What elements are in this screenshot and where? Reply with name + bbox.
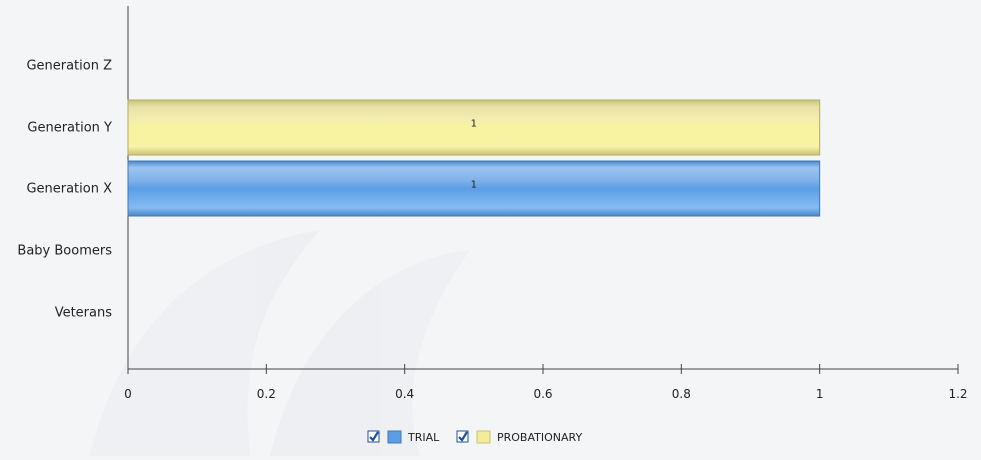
watermark-eagle — [90, 230, 470, 456]
category-label: Baby Boomers — [17, 244, 112, 259]
bar-probationary[interactable] — [127, 99, 821, 156]
checkmark-icon — [458, 431, 468, 442]
legend-swatch-probationary — [476, 430, 491, 444]
category-label: Generation Z — [26, 59, 112, 74]
x-tick-label: 0.8 — [672, 387, 691, 401]
category-label: Generation X — [26, 182, 112, 197]
x-tick-label: 0.6 — [533, 387, 552, 401]
bar-data-label: 1 — [471, 180, 477, 191]
legend-label-probationary: PROBATIONARY — [497, 431, 582, 444]
bar-data-label: 1 — [471, 119, 477, 130]
category-label: Generation Y — [27, 121, 112, 136]
x-tick-label: 1 — [816, 387, 824, 401]
category-label: Veterans — [55, 306, 113, 321]
x-tick-label: 0.4 — [395, 387, 414, 401]
checkmark-icon — [369, 431, 379, 442]
legend-label-trial: TRIAL — [407, 431, 440, 444]
x-tick-label: 1.2 — [948, 387, 967, 401]
legend-checkbox[interactable] — [456, 430, 469, 443]
legend-swatch-trial — [387, 430, 402, 444]
x-tick-label: 0.2 — [257, 387, 276, 401]
x-tick-label: 0 — [124, 387, 132, 401]
legend-checkbox[interactable] — [367, 430, 380, 443]
bar-trial[interactable] — [127, 160, 821, 217]
